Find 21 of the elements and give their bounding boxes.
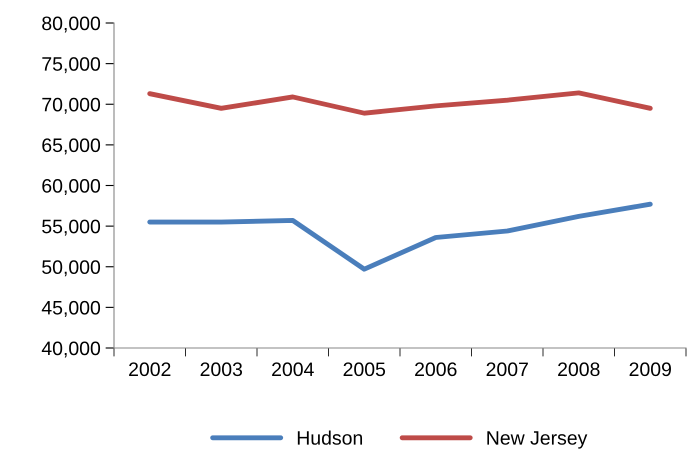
line-series (147, 90, 653, 116)
legend-label: Hudson (298, 430, 362, 445)
line-series (147, 202, 653, 272)
y-tick-label: 45,000 (42, 300, 100, 317)
x-tick-label: 2002 (129, 362, 170, 376)
legend-label: New Jersey (487, 431, 588, 449)
x-tick-label: 2004 (272, 362, 314, 376)
y-tick-label: 60,000 (42, 178, 100, 196)
y-tick-label: 65,000 (42, 138, 100, 154)
y-tick-label: 80,000 (42, 16, 100, 33)
y-tick-label: 70,000 (42, 98, 100, 114)
y-tick-label: 50,000 (42, 260, 100, 276)
y-tick-label: 40,000 (42, 341, 100, 358)
x-tick-label: 2007 (486, 362, 528, 376)
x-tick-label: 2003 (200, 362, 242, 376)
y-tick-label: 55,000 (42, 220, 100, 236)
y-tick-label: 75,000 (42, 57, 100, 74)
x-tick-label: 2008 (558, 362, 600, 376)
x-tick-label: 2006 (415, 362, 457, 376)
x-tick-label: 2005 (344, 362, 386, 376)
x-tick-label: 2009 (630, 362, 671, 376)
